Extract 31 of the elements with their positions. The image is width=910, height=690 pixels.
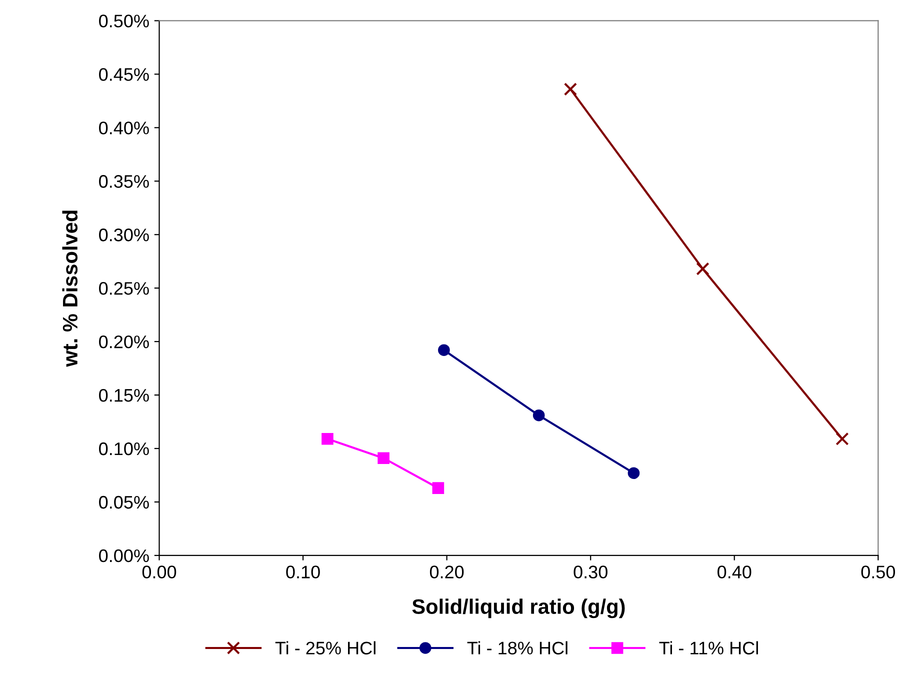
point: [696, 262, 710, 276]
y-tick-label: 0.35%: [99, 175, 149, 188]
y-tick-label: 0.40%: [99, 122, 149, 134]
point: [836, 432, 849, 446]
y-tick-label: 0.00%: [99, 549, 149, 562]
x-tick-label: 0.30: [574, 566, 608, 578]
point: [564, 82, 578, 96]
legend-label: Ti - 18% HCl: [467, 641, 568, 654]
y-tick-label: 0.10%: [99, 442, 149, 456]
point: [532, 409, 545, 422]
x-axis-title: Solid/liquid ratio (g/g): [412, 598, 625, 618]
legend-label: Ti - 25% HCl: [275, 641, 376, 654]
point: [438, 344, 450, 356]
point: [322, 432, 334, 445]
y-tick-label: 0.20%: [99, 335, 149, 348]
x-tick-label: 0.00: [142, 566, 176, 578]
x-tick-label: 0.10: [286, 566, 320, 578]
y-tick-label: 0.05%: [99, 496, 149, 509]
x-tick-label: 0.20: [430, 566, 464, 578]
legend-label: Ti - 11% HCl: [659, 641, 758, 654]
x-tick-label: 0.50: [861, 566, 896, 578]
y-tick-label: 0.25%: [99, 282, 149, 295]
point: [378, 452, 390, 464]
y-tick-label: 0.30%: [99, 228, 149, 242]
point: [628, 467, 640, 480]
y-tick-label: 0.50%: [99, 14, 149, 28]
y-axis-title: wt. % Dissolved: [62, 210, 78, 367]
x-tick-label: 0.40: [718, 566, 752, 578]
y-tick-label: 0.45%: [99, 68, 149, 81]
point: [432, 482, 444, 494]
y-tick-label: 0.15%: [99, 388, 149, 402]
